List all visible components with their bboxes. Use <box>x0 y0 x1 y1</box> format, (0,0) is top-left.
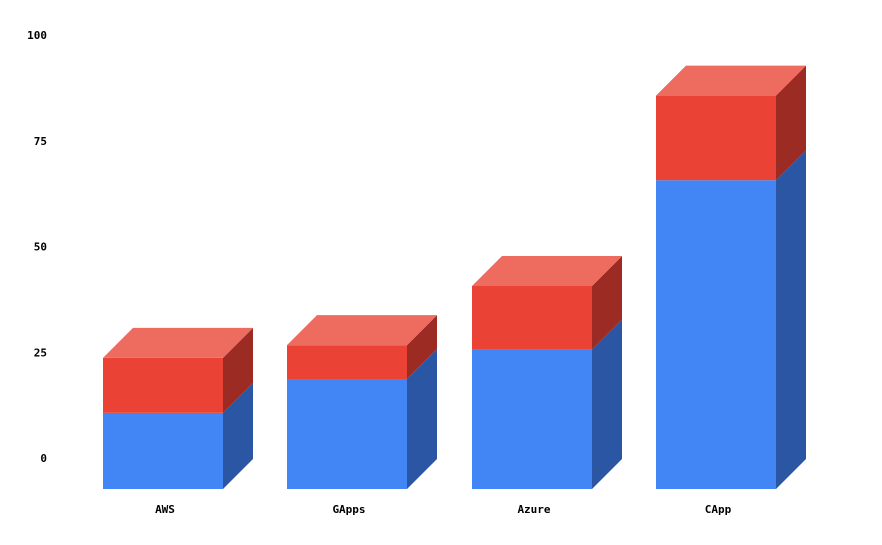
bar-top-face <box>656 65 806 96</box>
x-category-label: GApps <box>332 503 365 516</box>
y-tick-label: 75 <box>34 135 47 148</box>
y-tick-label: 100 <box>27 29 47 42</box>
bar-segment-side <box>776 150 806 489</box>
bar-segment-front <box>287 345 407 380</box>
bar-segment-front <box>472 285 592 350</box>
bar-segment-side <box>592 255 622 350</box>
bar-segment-front <box>103 357 223 413</box>
bar-segment-side <box>592 319 622 489</box>
bar-top-face <box>287 315 437 346</box>
bar-segment-front <box>656 95 776 181</box>
bar-stack-aws <box>103 327 253 489</box>
bar-stack-azure <box>472 255 622 489</box>
x-axis: AWS GApps Azure CApp <box>155 503 732 516</box>
x-category-label: CApp <box>705 503 732 516</box>
bar-segment-side <box>776 65 806 181</box>
x-category-label: AWS <box>155 503 175 516</box>
bar-segment-side <box>223 382 253 489</box>
bar-stack-gapps <box>287 315 437 489</box>
x-category-label: Azure <box>517 503 550 516</box>
bar-segment-side <box>407 349 437 489</box>
bar-segment-front <box>103 412 223 489</box>
bar-segment-front <box>656 180 776 489</box>
y-axis: 0 25 50 75 100 <box>27 29 47 465</box>
bar-segment-side <box>407 315 437 380</box>
bar-top-face <box>103 327 253 358</box>
y-tick-label: 25 <box>34 346 47 359</box>
bar-layer <box>103 65 806 489</box>
bar-segment-side <box>223 327 253 413</box>
bar-segment-front <box>287 379 407 489</box>
bar-segment-front <box>472 349 592 489</box>
bar-stack-capp <box>656 65 806 489</box>
bar-top-face <box>472 255 622 286</box>
y-tick-label: 50 <box>34 241 47 254</box>
y-tick-label: 0 <box>40 452 47 465</box>
